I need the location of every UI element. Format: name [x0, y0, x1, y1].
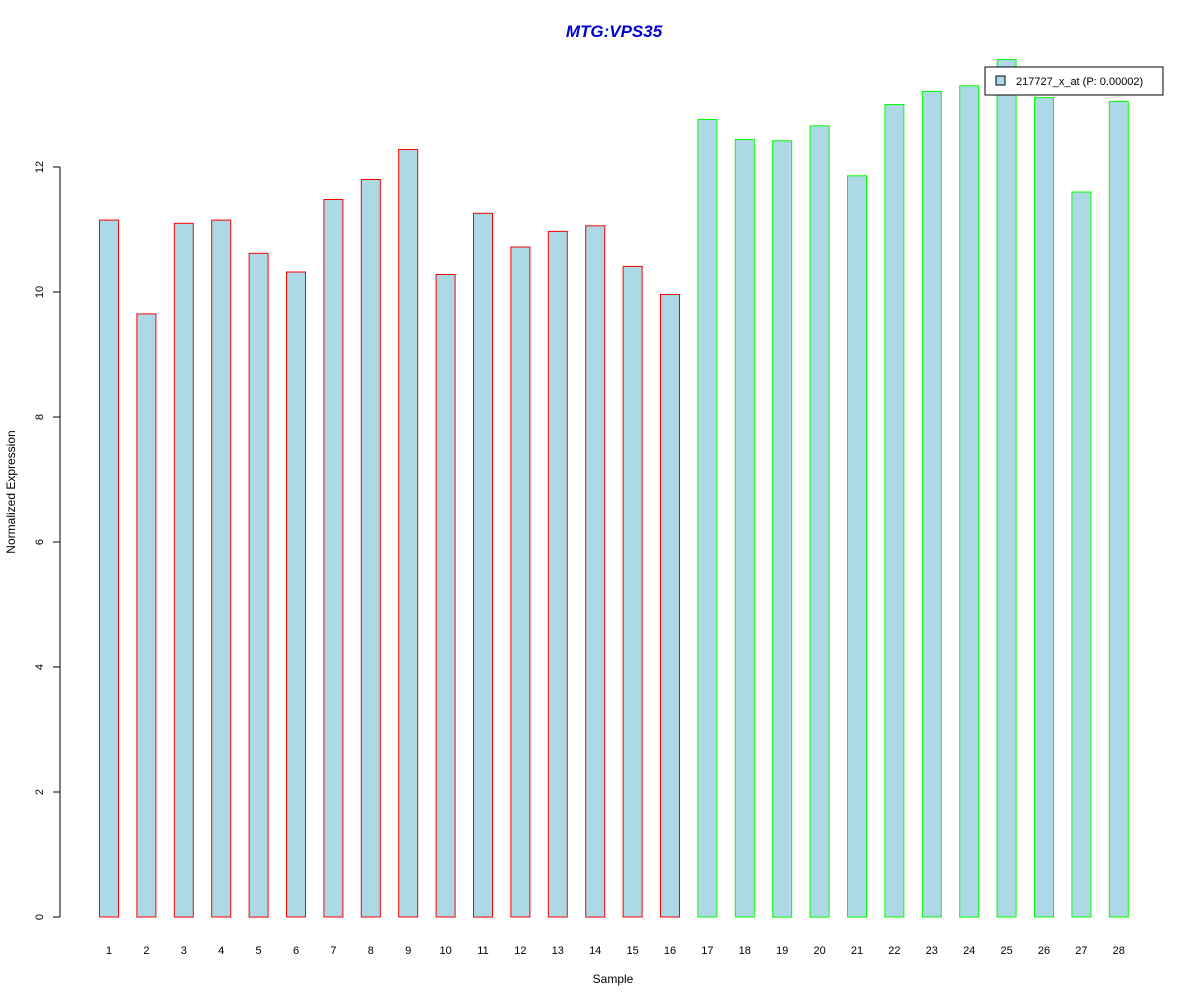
x-tick-label: 12 — [514, 945, 526, 957]
x-tick-label: 27 — [1075, 945, 1087, 957]
bar — [1071, 191, 1092, 918]
bar — [996, 59, 1017, 918]
x-tick-label: 2 — [143, 945, 149, 957]
bar — [473, 212, 493, 918]
bars — [99, 59, 1129, 918]
x-tick-label: 4 — [218, 945, 224, 957]
bar — [435, 274, 456, 918]
legend-label: 217727_x_at (P: 0.00002) — [1016, 76, 1143, 88]
bar — [248, 252, 269, 918]
bar — [136, 313, 157, 918]
x-tick-label: 28 — [1113, 945, 1125, 957]
x-tick-label: 1 — [106, 945, 112, 957]
x-tick-label: 13 — [552, 945, 564, 957]
x-tick-label: 18 — [739, 945, 751, 957]
x-tick-label: 19 — [776, 945, 788, 957]
y-tick-label: 10 — [34, 286, 46, 298]
bar — [360, 179, 381, 918]
bar — [697, 119, 718, 918]
y-tick-label: 6 — [34, 539, 46, 545]
bar — [173, 222, 194, 918]
x-tick-label: 17 — [701, 945, 713, 957]
chart-title: MTG:VPS35 — [566, 22, 663, 41]
y-tick-label: 12 — [34, 161, 46, 173]
x-tick-label: 5 — [256, 945, 262, 957]
bar — [547, 230, 568, 918]
bar — [847, 175, 867, 918]
bar — [884, 104, 905, 918]
x-tick-label: 15 — [626, 945, 638, 957]
bar — [1108, 100, 1129, 918]
x-tick-label: 25 — [1000, 945, 1012, 957]
x-tick-label: 14 — [589, 945, 601, 957]
x-tick-label: 24 — [963, 945, 975, 957]
bar — [286, 271, 306, 918]
x-tick-label: 22 — [888, 945, 900, 957]
bar — [323, 199, 344, 918]
x-tick-label: 3 — [181, 945, 187, 957]
x-tick-label: 16 — [664, 945, 676, 957]
x-tick-label: 11 — [477, 945, 488, 957]
legend: 217727_x_at (P: 0.00002) — [984, 66, 1164, 96]
x-axis-label: Sample — [593, 972, 634, 986]
x-tick-label: 23 — [926, 945, 938, 957]
bar — [585, 225, 606, 918]
x-tick-label: 8 — [368, 945, 374, 957]
bar — [622, 265, 643, 918]
bar — [99, 219, 119, 918]
x-tick-label: 21 — [851, 945, 863, 957]
bar — [959, 85, 980, 918]
x-tick-label: 9 — [405, 945, 411, 957]
y-tick-label: 2 — [34, 789, 46, 795]
bar — [660, 294, 680, 918]
x-tick-label: 7 — [330, 945, 336, 957]
bar — [734, 139, 755, 918]
y-axis: 0 2 4 6 8 10 12 — [34, 161, 61, 920]
legend-box — [984, 66, 1164, 96]
bar — [1034, 97, 1054, 918]
bar — [398, 149, 419, 918]
bar — [510, 246, 531, 918]
bar — [921, 90, 942, 918]
x-axis: 1 2 3 4 5 6 7 8 9 10 11 12 13 14 15 16 17 18 19 20 21 22 23 24 2… — [106, 945, 1125, 957]
x-tick-label: 26 — [1038, 945, 1050, 957]
y-tick-label: 8 — [34, 414, 46, 420]
bar — [211, 219, 232, 918]
x-tick-label: 20 — [813, 945, 825, 957]
y-tick-label: 0 — [34, 914, 46, 920]
bar — [809, 125, 830, 918]
legend-swatch — [995, 75, 1006, 86]
x-tick-label: 10 — [439, 945, 451, 957]
y-tick-label: 4 — [34, 664, 46, 670]
bar — [772, 140, 793, 918]
x-tick-label: 6 — [293, 945, 299, 957]
y-axis-label: Normalized Expression — [4, 430, 18, 553]
